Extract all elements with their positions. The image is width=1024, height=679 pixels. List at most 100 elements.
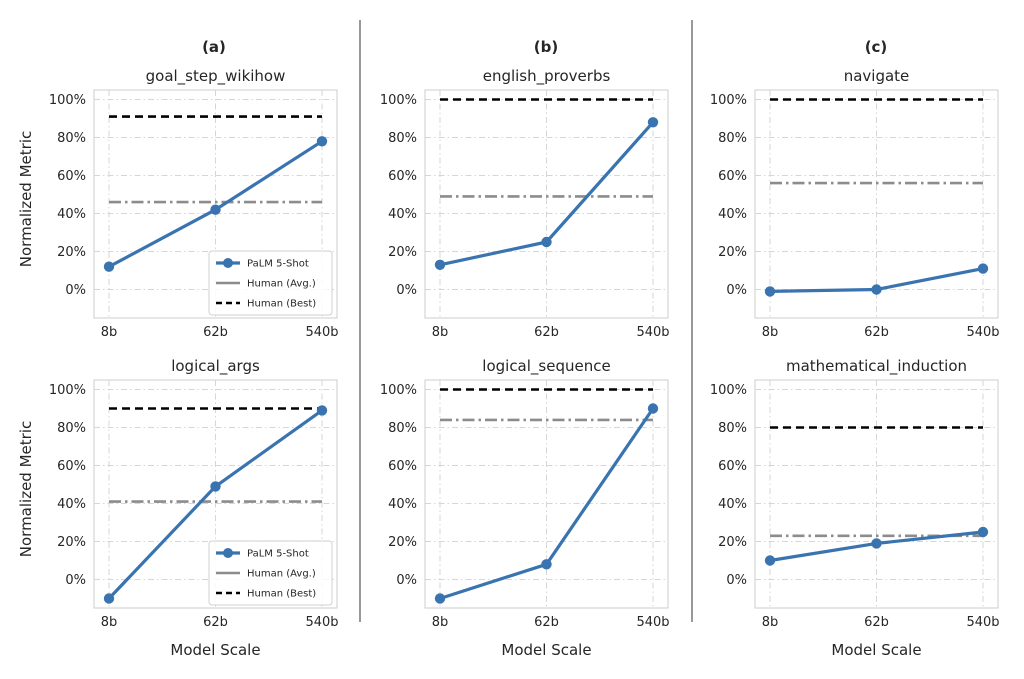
y-tick-label: 100% — [710, 383, 747, 398]
data-point-palm — [647, 117, 659, 128]
x-tick-label: 540b — [966, 615, 999, 630]
y-axis-label: Normalized Metric — [17, 421, 35, 557]
y-tick-label: 80% — [718, 131, 747, 146]
y-tick-label: 40% — [388, 207, 417, 222]
x-tick-label: 540b — [636, 615, 669, 630]
x-tick-label: 8b — [432, 615, 449, 630]
x-axis-label: Model Scale — [501, 641, 591, 659]
x-tick-label: 540b — [305, 615, 338, 630]
y-tick-label: 40% — [57, 207, 86, 222]
chart-panel: 0% 20% 40% 60% 80% 100% 8b 62b 540b navigate — [710, 67, 1000, 340]
panel-title: logical_args — [171, 357, 260, 376]
y-tick-label: 80% — [57, 421, 86, 436]
x-tick-label: 540b — [636, 325, 669, 340]
y-tick-label: 80% — [388, 131, 417, 146]
legend-marker — [223, 258, 233, 268]
x-tick-label: 8b — [762, 615, 779, 630]
y-tick-label: 20% — [57, 535, 86, 550]
y-tick-label: 20% — [718, 245, 747, 260]
y-axis-label: Normalized Metric — [17, 131, 35, 267]
y-tick-label: 20% — [388, 535, 417, 550]
y-tick-label: 0% — [726, 283, 747, 298]
y-tick-label: 0% — [65, 283, 86, 298]
data-point-palm — [316, 405, 328, 416]
y-tick-label: 100% — [380, 383, 417, 398]
data-point-palm — [103, 261, 115, 272]
x-tick-label: 540b — [305, 325, 338, 340]
chart-panel: 0% 20% 40% 60% 80% 100% 8b 62b 540b mathematical_… — [710, 357, 1000, 659]
y-tick-label: 20% — [718, 535, 747, 550]
x-tick-label: 8b — [762, 325, 779, 340]
y-tick-label: 60% — [388, 169, 417, 184]
x-axis-label: Model Scale — [831, 641, 921, 659]
legend: PaLM 5-Shot Human (Avg.) Human (Best) — [208, 250, 333, 316]
column-label-b: (b) — [534, 38, 558, 56]
y-tick-label: 80% — [388, 421, 417, 436]
legend: PaLM 5-Shot Human (Avg.) Human (Best) — [208, 540, 333, 606]
y-tick-label: 60% — [718, 459, 747, 474]
legend-box — [208, 540, 333, 606]
panel-title: goal_step_wikihow — [146, 67, 286, 86]
y-tick-label: 20% — [57, 245, 86, 260]
x-tick-label: 8b — [101, 615, 118, 630]
column-label-a: (a) — [202, 38, 226, 56]
y-tick-label: 60% — [388, 459, 417, 474]
y-tick-label: 100% — [380, 93, 417, 108]
y-tick-label: 80% — [718, 421, 747, 436]
panel-title: navigate — [844, 67, 910, 85]
y-tick-label: 20% — [388, 245, 417, 260]
data-point-palm — [541, 559, 552, 570]
panel-title: mathematical_induction — [786, 357, 967, 376]
data-point-palm — [434, 259, 446, 270]
data-point-palm — [103, 593, 115, 604]
y-tick-label: 40% — [388, 497, 417, 512]
panel-title: english_proverbs — [483, 67, 611, 86]
y-tick-label: 60% — [718, 169, 747, 184]
legend-entry: PaLM 5-Shot — [247, 259, 309, 270]
x-tick-label: 8b — [432, 325, 449, 340]
data-point-palm — [977, 263, 989, 274]
x-tick-label: 62b — [203, 615, 228, 630]
chart-panel: 0% 20% 40% 60% 80% 100% 8b 62b 540b logical_args N… — [17, 357, 339, 659]
legend-entry: Human (Avg.) — [247, 569, 316, 580]
x-tick-label: 62b — [534, 325, 559, 340]
y-tick-label: 80% — [57, 131, 86, 146]
chart-panel: 0% 20% 40% 60% 80% 100% 8b 62b 540b goal_step_wik… — [17, 67, 339, 340]
data-point-palm — [764, 555, 776, 566]
legend-marker — [223, 548, 233, 558]
data-point-palm — [210, 204, 221, 215]
legend-entry: PaLM 5-Shot — [247, 549, 309, 560]
legend-entry: Human (Avg.) — [247, 279, 316, 290]
data-point-palm — [434, 593, 446, 604]
chart-panel: 0% 20% 40% 60% 80% 100% 8b 62b 540b logical_seque… — [380, 357, 670, 659]
x-tick-label: 62b — [534, 615, 559, 630]
y-tick-label: 0% — [396, 573, 417, 588]
y-tick-label: 0% — [65, 573, 86, 588]
column-label-c: (c) — [865, 38, 888, 56]
data-point-palm — [647, 403, 659, 414]
data-point-palm — [871, 284, 882, 295]
x-axis-label: Model Scale — [170, 641, 260, 659]
x-tick-label: 8b — [101, 325, 118, 340]
data-point-palm — [541, 236, 552, 248]
y-tick-label: 40% — [718, 497, 747, 512]
panels: 0% 20% 40% 60% 80% 100% 8b 62b 540b goal_step_wik… — [17, 67, 1000, 659]
legend-entry: Human (Best) — [247, 299, 316, 310]
data-point-palm — [764, 286, 776, 297]
x-tick-label: 62b — [864, 325, 889, 340]
y-tick-label: 100% — [49, 93, 86, 108]
x-tick-label: 62b — [203, 325, 228, 340]
y-tick-label: 100% — [710, 93, 747, 108]
x-tick-label: 62b — [864, 615, 889, 630]
data-point-palm — [871, 538, 882, 549]
y-tick-label: 0% — [726, 573, 747, 588]
y-tick-label: 40% — [57, 497, 86, 512]
y-tick-label: 60% — [57, 169, 86, 184]
panel-title: logical_sequence — [482, 357, 610, 376]
data-point-palm — [316, 136, 328, 147]
chart-panel: 0% 20% 40% 60% 80% 100% 8b 62b 540b english_prove… — [380, 67, 670, 340]
data-point-palm — [210, 481, 221, 492]
x-tick-label: 540b — [966, 325, 999, 340]
legend-entry: Human (Best) — [247, 589, 316, 600]
